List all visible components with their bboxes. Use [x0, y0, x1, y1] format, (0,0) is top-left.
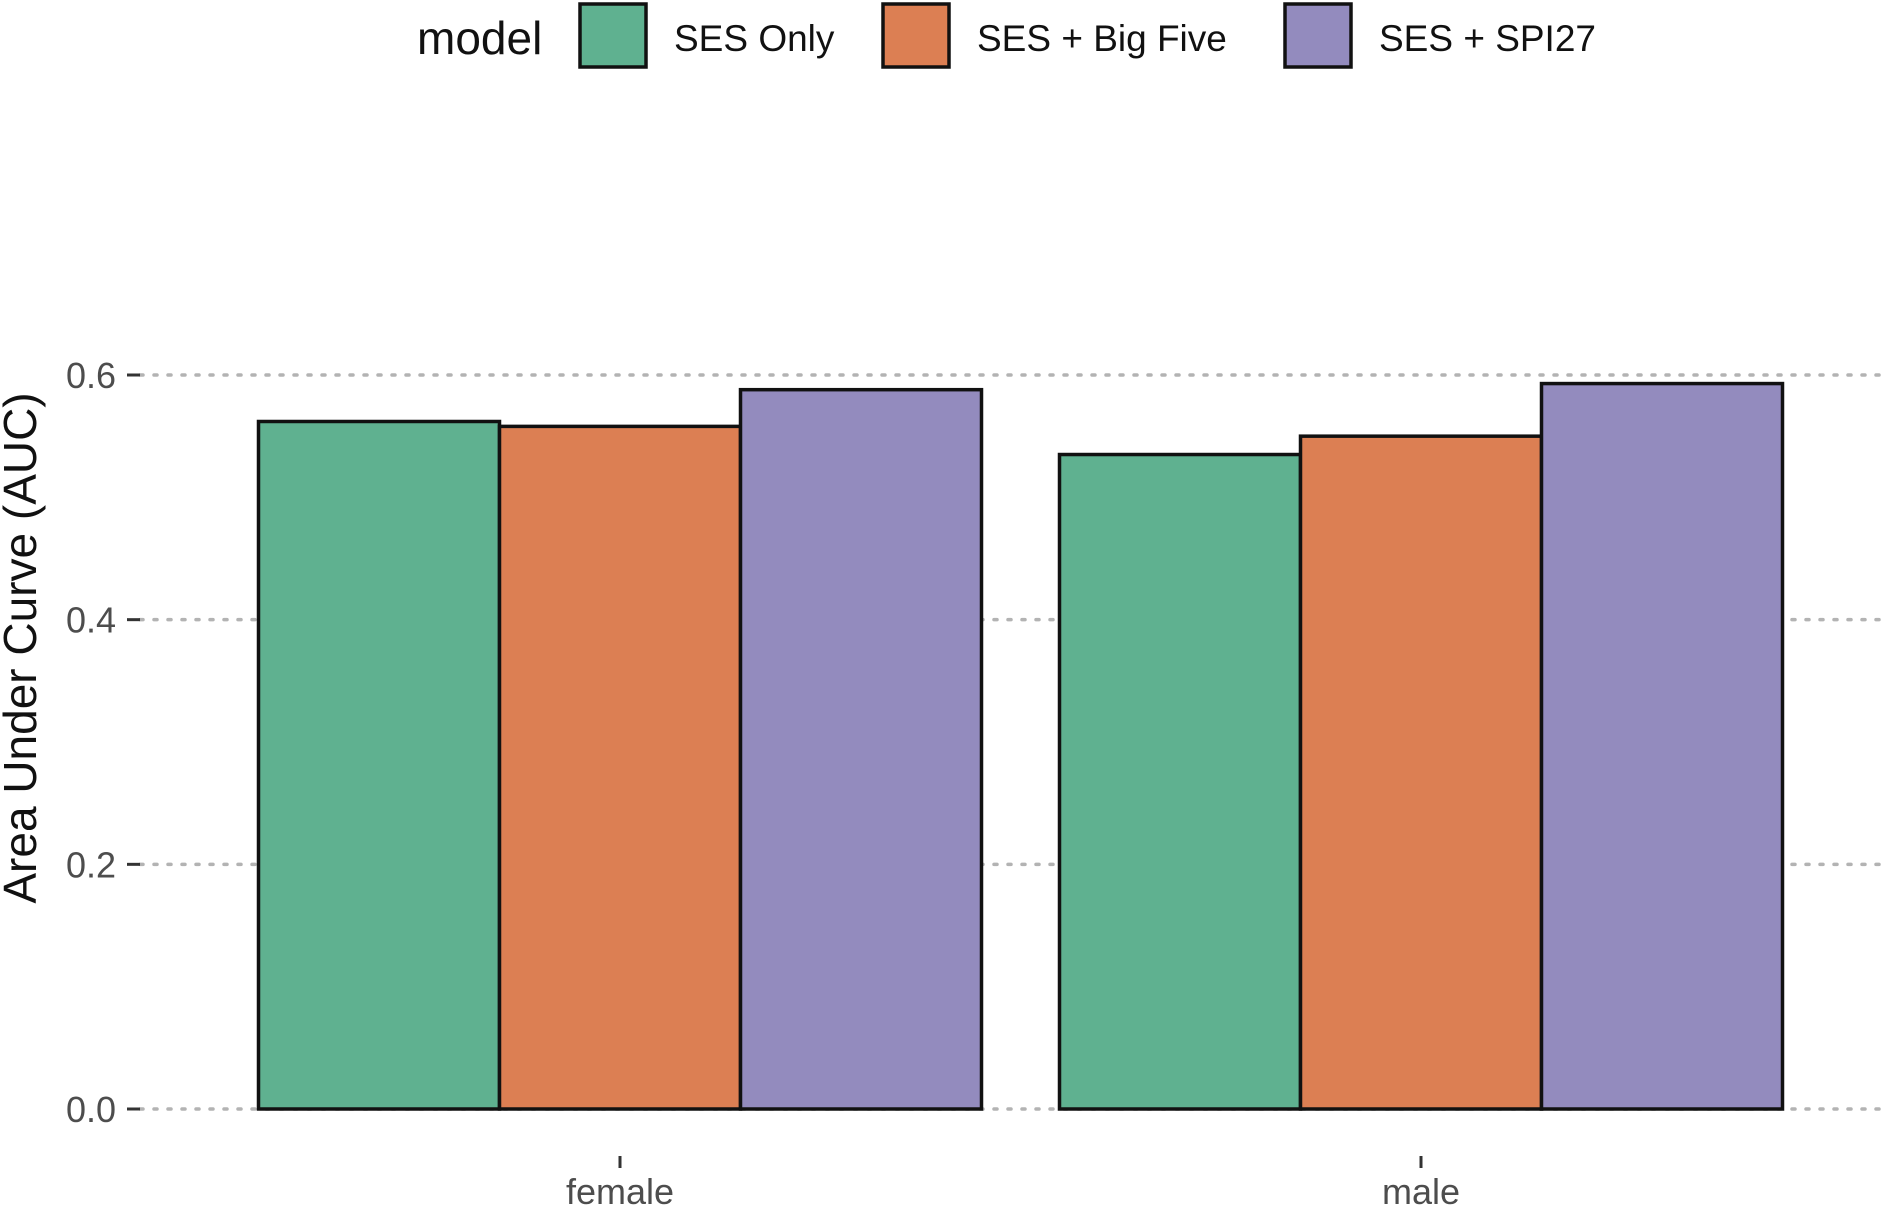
bar-female-ses-only	[256, 419, 502, 1111]
legend-key-ses-big-five	[881, 2, 951, 69]
legend-title: model	[417, 12, 542, 64]
bars	[256, 381, 1785, 1111]
bar-male-ses-only	[1057, 452, 1303, 1111]
legend-item-ses-only: SES Only	[578, 2, 835, 69]
legend-label-ses-big-five: SES + Big Five	[977, 18, 1227, 59]
y-tick-label: 0.0	[66, 1089, 116, 1130]
legend: model SES Only SES + Big Five SES + SPI27	[417, 2, 1596, 69]
x-tick-label-male: male	[1382, 1171, 1460, 1208]
legend-key-ses-only	[578, 2, 648, 69]
y-tick-label: 0.2	[66, 844, 116, 885]
y-axis: 0.0 0.2 0.4 0.6	[66, 355, 140, 1130]
y-axis-title: Area Under Curve (AUC)	[0, 392, 46, 903]
y-tick-label: 0.4	[66, 600, 116, 641]
bar-male-ses-big-five	[1298, 434, 1544, 1111]
legend-item-ses-spi27: SES + SPI27	[1283, 2, 1596, 69]
bar-male-ses-spi27	[1539, 381, 1785, 1111]
legend-item-ses-big-five: SES + Big Five	[881, 2, 1227, 69]
y-tick-label: 0.6	[66, 355, 116, 396]
legend-label-ses-spi27: SES + SPI27	[1379, 18, 1596, 59]
legend-label-ses-only: SES Only	[674, 18, 835, 59]
x-axis: female male	[566, 1156, 1460, 1208]
legend-key-ses-spi27	[1283, 2, 1353, 69]
bar-female-ses-spi27	[738, 387, 984, 1111]
bar-female-ses-big-five	[497, 424, 743, 1111]
x-tick-label-female: female	[566, 1171, 674, 1208]
